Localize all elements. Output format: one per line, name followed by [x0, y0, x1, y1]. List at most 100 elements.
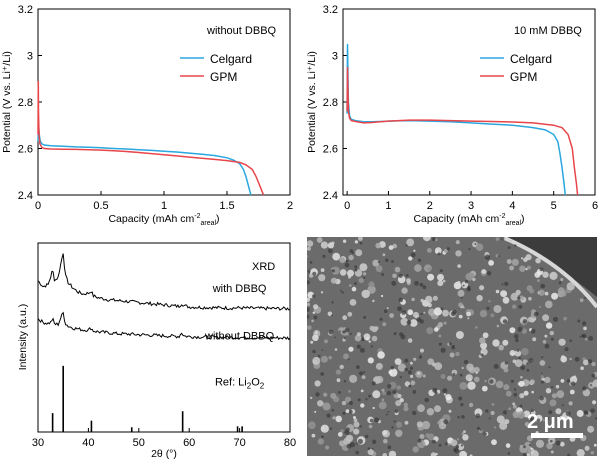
sem-pore [501, 283, 504, 286]
sem-pore [500, 237, 505, 241]
sem-pore [561, 404, 564, 407]
sem-grain [349, 299, 357, 306]
sem-grain [320, 268, 325, 272]
sem-grain [455, 240, 460, 245]
sem-grain [334, 348, 338, 351]
y-axis-label: Potential (V vs. Li⁺/Li) [1, 51, 13, 153]
sem-grain [407, 309, 414, 316]
sem-grain [343, 437, 351, 445]
sem-pore [474, 243, 477, 245]
sem-pore [358, 371, 364, 376]
sem-grain [448, 409, 452, 413]
sem-pore [519, 404, 523, 408]
sem-grain [545, 322, 553, 329]
sem-pore [419, 282, 424, 287]
sem-pore [343, 380, 347, 383]
sem-pore [348, 400, 353, 406]
sem-pore [347, 358, 350, 361]
sem-grain [335, 369, 342, 375]
sem-pore [545, 416, 549, 421]
sem-grain [307, 246, 311, 251]
sem-pore [349, 409, 353, 414]
sem-grain [347, 311, 353, 317]
sem-grain [523, 390, 529, 396]
scale-bar [531, 433, 583, 438]
sem-grain [375, 375, 384, 384]
sem-pore [431, 237, 436, 242]
sem-grain [360, 403, 365, 408]
sem-grain [317, 438, 324, 445]
sem-grain [499, 421, 508, 430]
sem-grain [417, 372, 421, 375]
sem-grain [555, 408, 562, 415]
sem-grain [503, 384, 510, 391]
sem-pore [343, 337, 346, 340]
series-group [37, 253, 291, 432]
sem-pore [381, 273, 385, 276]
sem-grain [481, 385, 488, 392]
sem-grain [368, 340, 371, 343]
sem-grain [310, 340, 314, 344]
sem-pore [399, 332, 404, 337]
sem-grain [519, 295, 524, 301]
sem-grain [423, 311, 426, 314]
sem-grain [524, 422, 530, 427]
sem-grain [337, 432, 343, 437]
sem-grain [467, 381, 476, 390]
sem-pore [518, 304, 523, 309]
sem-grain [388, 245, 394, 250]
sem-grain [463, 430, 466, 433]
sem-grain [320, 241, 328, 249]
sem-pore [344, 430, 350, 436]
sem-grain [420, 298, 424, 303]
sem-pore [584, 297, 587, 299]
sem-pore [439, 269, 443, 273]
sem-pore [356, 365, 360, 369]
sem-grain [413, 249, 416, 252]
sem-grain [509, 239, 512, 243]
sem-pore [357, 438, 363, 444]
sem-grain [476, 294, 483, 302]
sem-pore [365, 434, 369, 439]
sem-grain [505, 443, 511, 448]
sem-grain [414, 264, 422, 272]
sem-grain [502, 296, 510, 304]
sem-pore [502, 319, 508, 324]
sem-grain [348, 389, 351, 393]
sem-grain [512, 402, 516, 406]
sem-grain [491, 439, 497, 446]
sem-pore [591, 373, 596, 378]
sem-pore [346, 443, 352, 449]
sem-grain [542, 340, 547, 344]
sem-pore [359, 241, 363, 245]
sem-grain [498, 344, 504, 351]
sem-grain [465, 374, 473, 382]
sem-pore [404, 358, 409, 363]
sem-pore [484, 254, 491, 260]
sem-pore [394, 409, 398, 414]
sem-pore [371, 448, 374, 450]
x-tick-label: 1.5 [219, 200, 234, 212]
x-tick-label: 60 [183, 437, 195, 449]
sem-pore [540, 283, 546, 289]
sem-pore [440, 307, 444, 311]
sem-pore [451, 311, 456, 317]
sem-grain [382, 453, 388, 456]
sem-grain [410, 374, 414, 378]
sem-pore [530, 409, 534, 413]
sem-pore [483, 432, 487, 436]
sem-pore [590, 384, 592, 387]
sem-pore [307, 270, 311, 273]
sem-pore [355, 450, 359, 455]
sem-grain [344, 396, 352, 403]
sem-grain [327, 311, 333, 317]
sem-grain [504, 419, 510, 425]
sem-pore [480, 353, 484, 357]
sem-pore [437, 252, 441, 256]
sem-grain [396, 385, 401, 390]
sem-grain [450, 439, 458, 447]
panel-title: without DBBQ [206, 25, 277, 37]
sem-grain [320, 355, 328, 363]
sem-grain [332, 252, 341, 261]
